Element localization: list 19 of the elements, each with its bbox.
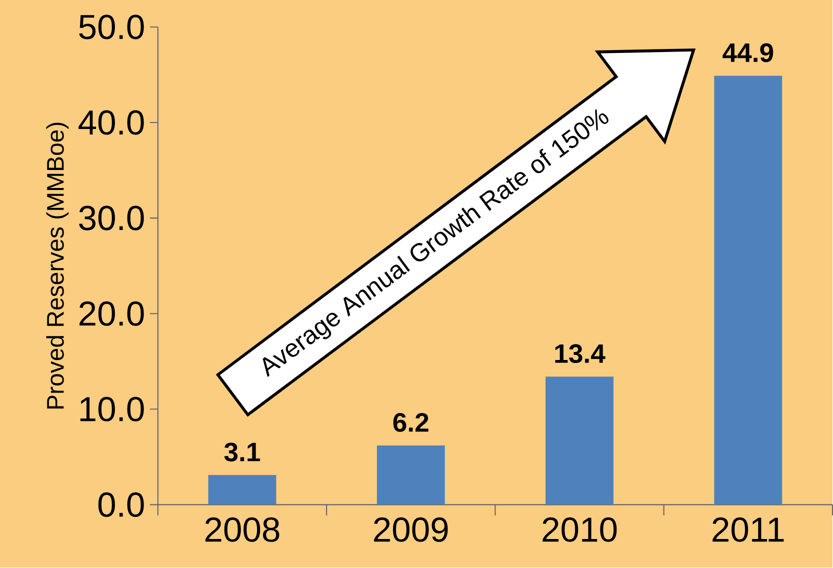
y-tick-label: 20.0 [80,302,144,326]
bar [546,376,614,505]
y-tick-label: 10.0 [80,397,144,422]
x-tick-label: 2008 [205,518,280,542]
x-tick-label: 2011 [712,518,784,542]
x-tick-label: 2009 [374,518,448,542]
y-tick-label: 50.0 [79,14,144,40]
data-label: 3.1 [224,442,260,462]
y-tick-label: 40.0 [78,110,144,135]
data-label: 13.4 [555,344,606,364]
bar [714,76,782,505]
data-label: 44.9 [722,43,774,62]
bar [376,446,445,505]
y-tick-label: 0.0 [98,492,144,518]
data-label: 6.2 [393,413,428,432]
y-axis-title: Proved Reserves (MMBoe) [46,122,69,409]
bar [208,475,276,505]
x-tick-label: 2010 [542,518,617,542]
y-tick-label: 30.0 [79,206,144,230]
